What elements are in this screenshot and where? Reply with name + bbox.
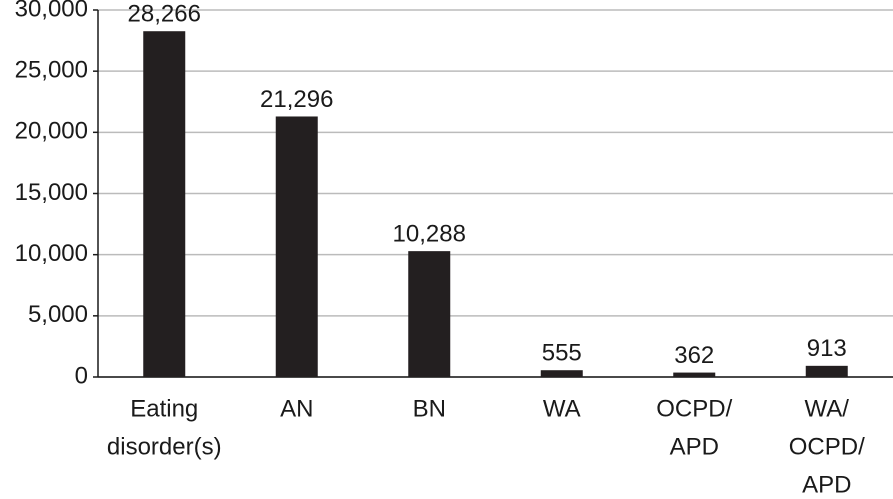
- y-tick-label: 5,000: [28, 301, 88, 328]
- y-tick-label: 10,000: [15, 240, 88, 267]
- y-tick-label: 0: [75, 362, 88, 389]
- y-tick-label: 15,000: [15, 179, 88, 206]
- x-tick-label: Eating: [130, 395, 198, 422]
- x-tick-label: WA: [543, 395, 581, 422]
- y-tick-label: 20,000: [15, 118, 88, 145]
- bar: [275, 116, 318, 377]
- value-label: 913: [807, 335, 847, 362]
- x-tick-label: BN: [413, 395, 446, 422]
- x-tick-label: AN: [280, 395, 313, 422]
- x-tick-label: APD: [670, 433, 719, 460]
- bar: [673, 372, 716, 377]
- value-label: 10,288: [393, 220, 466, 247]
- bar: [408, 251, 451, 377]
- value-label: 362: [674, 342, 714, 369]
- x-tick-label: WA/: [805, 395, 850, 422]
- x-tick-label: disorder(s): [107, 433, 222, 460]
- bar: [805, 365, 848, 377]
- y-tick-label: 30,000: [15, 0, 88, 22]
- x-tick-label: OCPD/: [789, 433, 865, 460]
- x-tick-label: APD: [802, 471, 851, 498]
- value-label: 555: [542, 340, 582, 367]
- value-label: 28,266: [128, 1, 201, 28]
- bar: [143, 31, 186, 378]
- bar: [540, 370, 583, 377]
- y-tick-label: 25,000: [15, 57, 88, 84]
- x-tick-label: OCPD/: [656, 395, 732, 422]
- value-label: 21,296: [260, 86, 333, 113]
